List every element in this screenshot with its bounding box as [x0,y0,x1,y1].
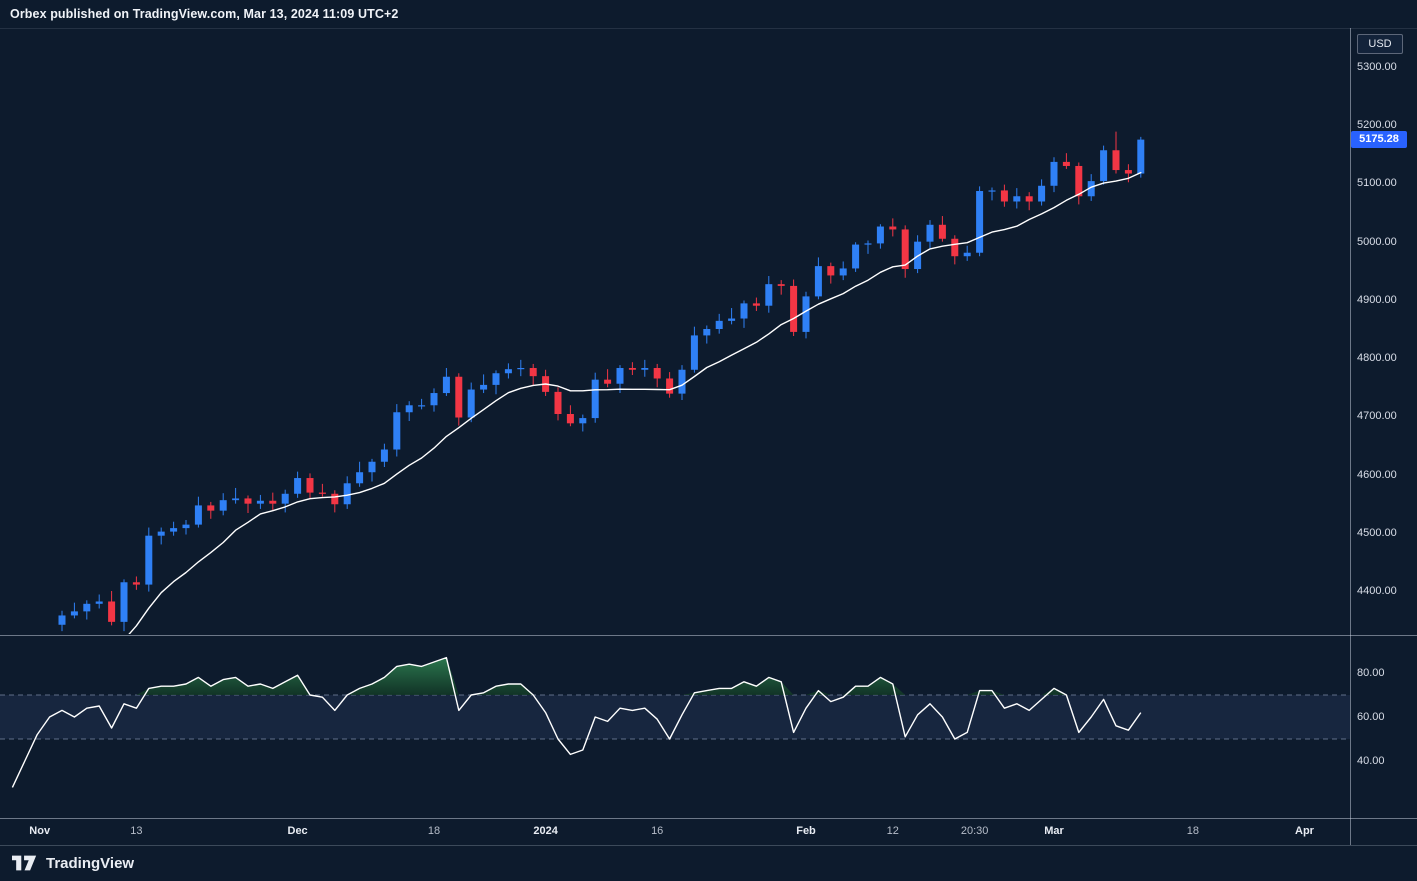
chart-canvas[interactable] [0,0,1350,845]
price-tick-label: 4400.00 [1357,584,1397,598]
price-tick-label: 5000.00 [1357,235,1397,249]
rsi-overbought-fill [12,658,1140,695]
time-tick-label: 20:30 [961,825,989,837]
footer-divider [0,845,1417,846]
price-tick-label: 4900.00 [1357,293,1397,307]
rsi-tick-label: 60.00 [1357,710,1385,724]
price-tick-label: 4600.00 [1357,468,1397,482]
currency-button[interactable]: USD [1357,34,1403,54]
tradingview-logo-icon[interactable] [12,855,38,871]
time-tick-label: 18 [1187,825,1199,837]
price-axis[interactable]: USD 5175.28 5300.00 5200.00 5100.00 5000.00… [1351,28,1417,818]
price-tick-label: 4500.00 [1357,526,1397,540]
time-tick-label: Feb [796,825,816,837]
time-tick-label: 12 [887,825,899,837]
tradingview-wordmark[interactable]: TradingView [46,855,134,872]
time-tick-label: Mar [1044,825,1064,837]
last-price-badge: 5175.28 [1351,131,1407,148]
header-divider [0,28,1417,29]
price-tick-label: 5200.00 [1357,118,1397,132]
rsi-tick-label: 40.00 [1357,754,1385,768]
time-tick-label: 13 [130,825,142,837]
time-tick-label: 2024 [533,825,557,837]
time-tick-label: Nov [29,825,50,837]
time-tick-label: Apr [1295,825,1314,837]
time-axis[interactable]: Nov 13 Dec 18 2024 16 Feb 12 20:30 Mar 18 Apr [0,818,1350,845]
price-tick-label: 4700.00 [1357,409,1397,423]
price-tick-label: 5100.00 [1357,176,1397,190]
candles-layer [59,132,1145,632]
price-tick-label: 4800.00 [1357,351,1397,365]
pane-separator[interactable] [0,635,1417,636]
price-tick-label: 5300.00 [1357,60,1397,74]
time-tick-label: 18 [428,825,440,837]
rsi-band-fill [0,695,1350,739]
rsi-tick-label: 80.00 [1357,666,1385,680]
time-tick-label: Dec [288,825,308,837]
tradingview-published-chart: Orbex published on TradingView.com, Mar … [0,0,1417,881]
footer: TradingView [12,851,134,875]
time-tick-label: 16 [651,825,663,837]
